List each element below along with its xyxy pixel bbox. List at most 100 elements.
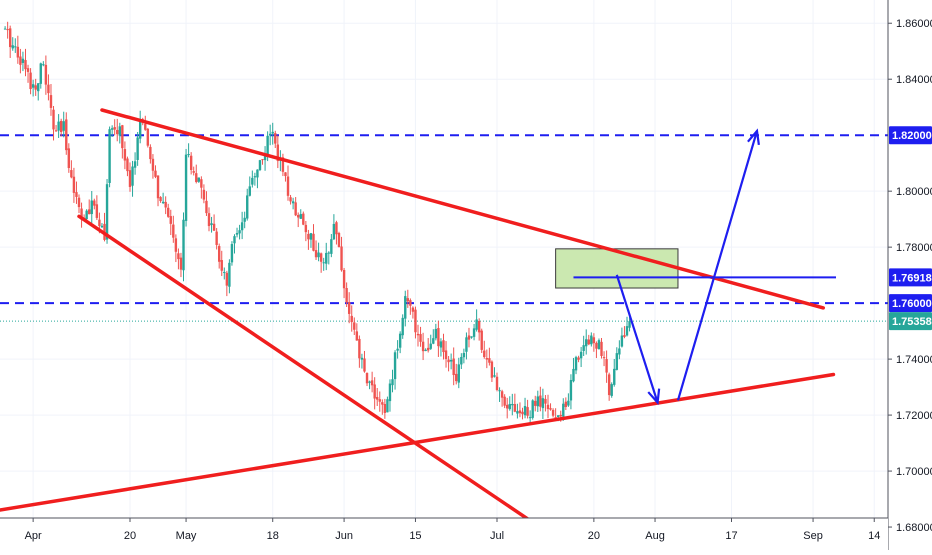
candle-body <box>248 186 251 196</box>
time-tick-label: 17 <box>725 530 737 542</box>
candle-body <box>29 72 32 90</box>
candle-body <box>521 411 524 415</box>
candle-body <box>44 64 48 85</box>
candle-body <box>480 330 483 350</box>
candle-body <box>85 210 88 220</box>
candle-body <box>258 160 262 170</box>
candle-body <box>347 302 351 314</box>
candle-body <box>6 29 9 31</box>
candle-body <box>19 56 22 65</box>
time-axis-bg <box>0 518 888 550</box>
candle-body <box>187 154 190 156</box>
candle-body <box>620 335 624 347</box>
candle-body <box>24 60 27 70</box>
candle-body <box>567 400 570 406</box>
candle-body <box>47 84 50 94</box>
projection-down-arrow <box>615 274 659 403</box>
candle-body <box>174 238 178 252</box>
candle-body <box>319 253 323 262</box>
time-tick-label: Aug <box>645 530 665 542</box>
candle-body <box>182 219 185 271</box>
candle-body <box>595 342 598 349</box>
candle-body <box>337 233 341 247</box>
candle-body <box>335 222 338 235</box>
candle-body <box>128 170 132 187</box>
candle-body <box>240 222 244 231</box>
candle-body <box>457 364 460 383</box>
candle-body <box>274 133 277 144</box>
price-label-text: 1.82000 <box>892 130 932 142</box>
price-label-text: 1.76918 <box>892 272 932 284</box>
candle-body <box>549 408 552 410</box>
candle-body <box>345 288 348 303</box>
time-tick-label: 15 <box>409 530 421 542</box>
candle-body <box>26 68 30 72</box>
candle-body <box>200 179 203 188</box>
candle-body <box>506 404 509 409</box>
candle-body <box>330 239 333 254</box>
candle-body <box>284 172 287 177</box>
candle-body <box>404 296 407 319</box>
candle-body <box>121 125 124 149</box>
candle-body <box>54 130 58 132</box>
price-tick-label: 1.72000 <box>896 410 932 422</box>
candle-body <box>297 214 300 218</box>
candle-body <box>516 411 519 414</box>
candle-body <box>551 409 555 416</box>
candle-body <box>355 331 359 341</box>
candle-body <box>220 260 223 271</box>
candle-body <box>3 28 7 30</box>
candlestick-series <box>3 21 631 423</box>
candle-body <box>475 319 478 330</box>
candle-body <box>246 195 249 219</box>
candle-body <box>100 225 104 228</box>
price-label-text: 1.76000 <box>892 298 932 310</box>
time-axis[interactable]: Apr 20 May 18 Jun 15 Jul 20 Aug 17 Sep 14 <box>0 517 888 550</box>
candle-body <box>202 189 206 200</box>
candle-body <box>564 401 568 408</box>
candle-body <box>455 373 458 382</box>
candle-body <box>513 404 517 412</box>
candle-body <box>149 146 152 160</box>
candle-body <box>363 358 366 372</box>
candle-body <box>605 359 608 373</box>
candle-body <box>34 85 37 90</box>
candle-body <box>299 214 302 219</box>
candle-body <box>197 177 201 182</box>
candle-body <box>358 338 361 359</box>
price-tick-label: 1.68000 <box>896 522 932 534</box>
candle-body <box>449 359 453 362</box>
price-tick-label: 1.86000 <box>896 18 932 30</box>
candle-body <box>411 307 415 312</box>
candle-body <box>233 236 236 244</box>
candle-body <box>52 109 55 130</box>
candle-body <box>592 337 596 344</box>
trendline <box>100 108 826 310</box>
candle-body <box>304 224 308 233</box>
projection-up-arrow <box>676 130 759 401</box>
candle-body <box>325 252 328 264</box>
price-label-box <box>889 312 932 331</box>
candle-body <box>386 399 389 413</box>
candle-body <box>419 334 422 342</box>
candle-body <box>452 358 455 376</box>
candle-body <box>16 46 20 58</box>
candle-body <box>322 262 325 264</box>
candle-body <box>251 177 254 185</box>
time-tick-label: Apr <box>25 530 42 542</box>
candle-body <box>88 209 91 215</box>
candle-body <box>105 184 109 240</box>
candle-body <box>164 201 167 208</box>
price-tick-label: 1.84000 <box>896 74 932 86</box>
time-tick-label: 18 <box>267 530 279 542</box>
candle-body <box>370 380 374 386</box>
candle-body <box>70 170 73 178</box>
candle-body <box>470 336 473 338</box>
candle-body <box>110 128 114 130</box>
projection-layer <box>573 128 836 406</box>
target-zone-box <box>555 248 679 289</box>
candle-body <box>108 129 111 183</box>
candle-body <box>467 335 471 340</box>
